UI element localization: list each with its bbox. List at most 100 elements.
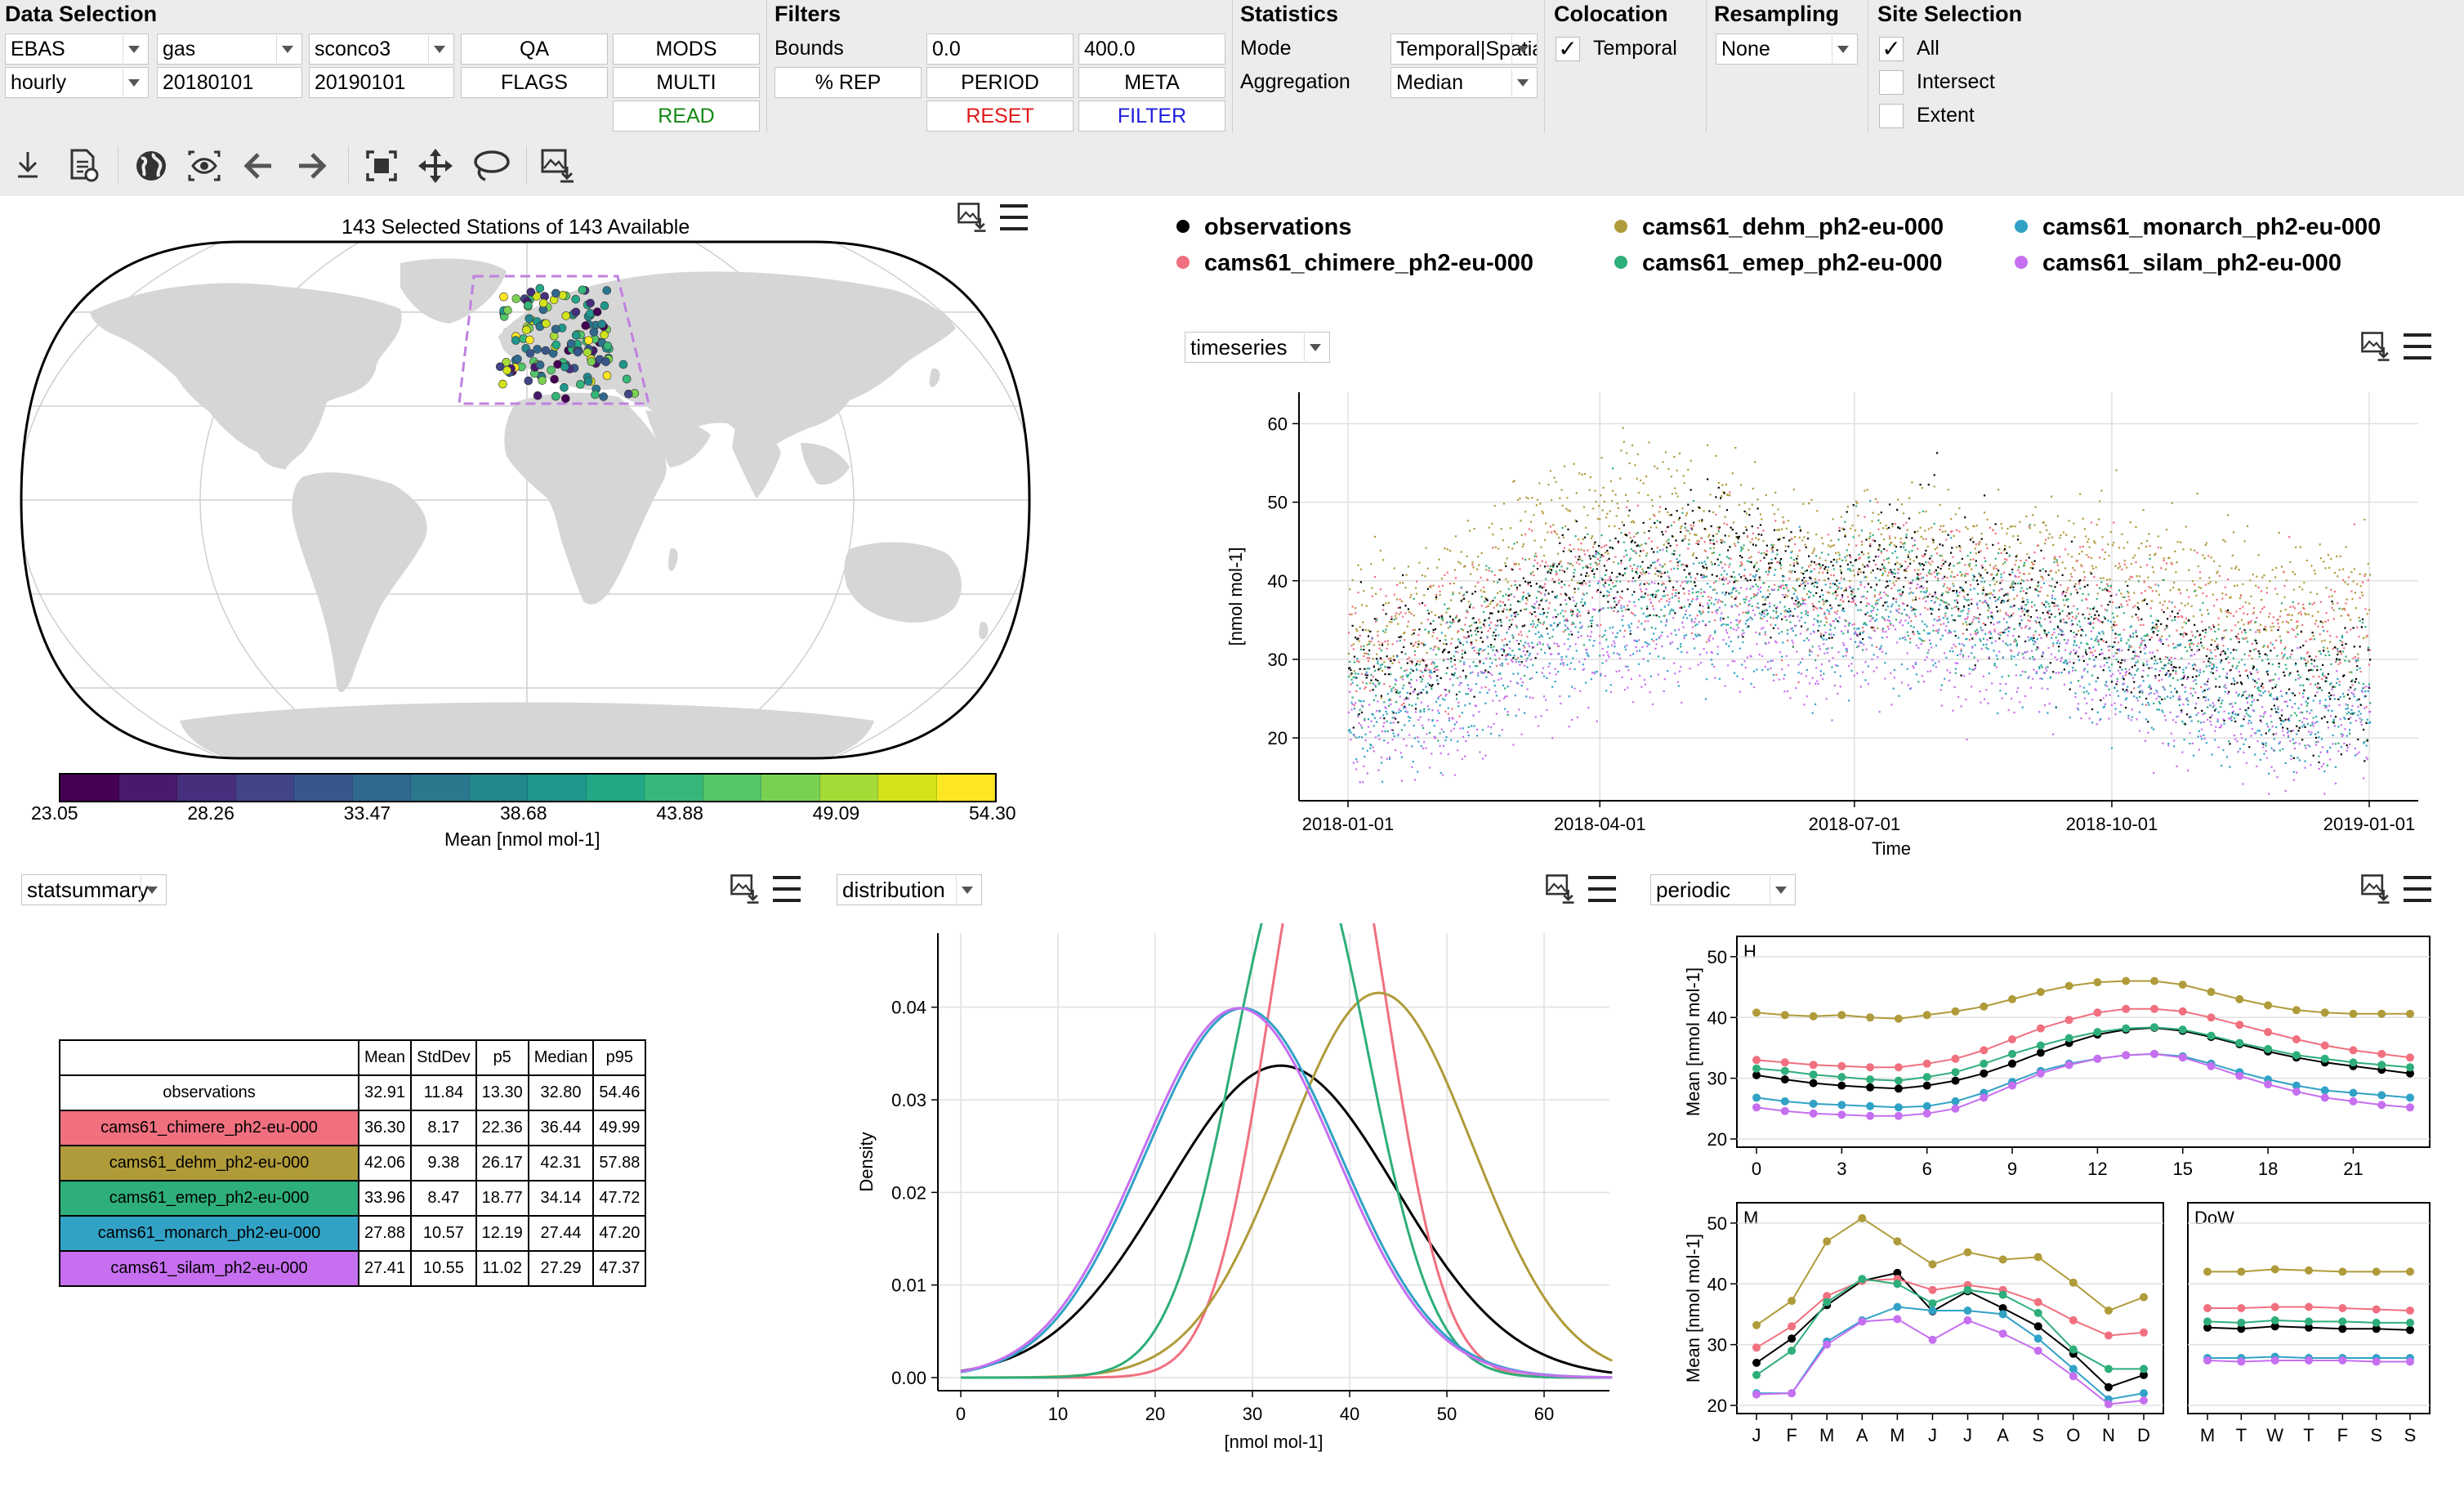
timeseries-point — [2020, 627, 2023, 629]
timeseries-point — [1590, 623, 1593, 625]
download-icon[interactable] — [13, 149, 42, 181]
timeseries-point — [1721, 574, 1723, 576]
timeseries-point — [2190, 631, 2193, 633]
timeseries-point — [1451, 708, 1453, 710]
timeseries-point — [1414, 664, 1417, 667]
timeseries-point — [2260, 685, 2263, 687]
legend-item[interactable]: cams61_chimere_ph2-eu-000 — [1176, 250, 1533, 277]
multi-button[interactable]: MULTI — [613, 67, 760, 98]
read-button[interactable]: READ — [613, 101, 760, 132]
legend-item[interactable]: observations — [1176, 214, 1352, 241]
timeseries-point — [1645, 571, 1648, 574]
timeseries-point — [1417, 640, 1420, 643]
timeseries-point — [2234, 720, 2237, 723]
timeseries-point — [2249, 650, 2252, 652]
timeseries-point — [2194, 583, 2196, 586]
filter-button[interactable]: FILTER — [1078, 101, 1225, 132]
lasso-icon[interactable] — [471, 149, 511, 185]
save-figure-icon[interactable] — [2359, 330, 2392, 363]
menu-icon[interactable] — [998, 203, 1029, 232]
start-date-field[interactable]: 20180101 — [157, 67, 302, 98]
species-select[interactable]: sconco3 — [309, 34, 454, 65]
aggregation-select[interactable]: Median — [1390, 67, 1538, 98]
qa-button[interactable]: QA — [461, 34, 608, 65]
all-checkbox[interactable]: ✓ — [1879, 37, 1904, 61]
timeseries-point — [1585, 565, 1587, 568]
timeseries-point — [1922, 510, 1925, 512]
timeseries-point — [1531, 641, 1533, 644]
legend-item[interactable]: cams61_monarch_ph2-eu-000 — [2015, 214, 2381, 241]
timeseries-point — [1791, 550, 1793, 552]
timeseries-point — [1359, 581, 1362, 583]
station-map[interactable] — [16, 239, 1038, 762]
legend-item[interactable]: cams61_emep_ph2-eu-000 — [1614, 250, 1943, 277]
temporal-checkbox[interactable]: ✓ — [1556, 37, 1580, 61]
intersect-checkbox[interactable] — [1879, 70, 1904, 95]
reset-button[interactable]: RESET — [926, 101, 1074, 132]
menu-icon[interactable] — [2402, 332, 2433, 361]
timeseries-point — [2171, 610, 2173, 613]
extent-checkbox[interactable] — [1879, 104, 1904, 128]
timeseries-point — [2154, 626, 2156, 628]
move-icon[interactable] — [417, 147, 454, 185]
timeseries-point — [2208, 627, 2211, 629]
eye-icon[interactable] — [186, 149, 222, 183]
timeseries-point — [1603, 545, 1605, 547]
timeseries-plot-select[interactable]: timeseries — [1185, 332, 1330, 363]
timeseries-point — [2290, 714, 2292, 717]
save-figure-icon[interactable] — [956, 201, 989, 234]
station-marker — [602, 371, 612, 380]
save-figure-icon[interactable] — [539, 147, 577, 185]
bounds-min-field[interactable]: 0.0 — [926, 34, 1074, 65]
network-select[interactable]: EBAS — [5, 34, 149, 65]
period-button[interactable]: PERIOD — [926, 67, 1074, 98]
mode-select[interactable]: Temporal|Spatial — [1390, 34, 1538, 65]
timeseries-point — [2279, 719, 2282, 721]
rep-button[interactable]: % REP — [774, 67, 922, 98]
timeseries-point — [1971, 602, 1973, 605]
timeseries-point — [1879, 591, 1881, 594]
bounds-max-field[interactable]: 400.0 — [1078, 34, 1225, 65]
timeseries-point — [1792, 587, 1794, 589]
timeseries-point — [1403, 702, 1405, 704]
matrix-select[interactable]: gas — [157, 34, 302, 65]
timeseries-point — [1493, 680, 1495, 682]
arrow-left-icon[interactable] — [242, 150, 275, 181]
timeseries-point — [1524, 712, 1526, 714]
timeseries-point — [1514, 564, 1516, 566]
timeseries-point — [2012, 586, 2015, 588]
timeseries-point — [2106, 589, 2109, 592]
meta-button[interactable]: META — [1078, 67, 1225, 98]
timeseries-point — [2140, 565, 2142, 568]
timeseries-point — [2303, 689, 2306, 692]
timeseries-point — [1352, 648, 1355, 650]
timeseries-point — [1819, 566, 1822, 569]
timeseries-point — [2178, 699, 2181, 701]
resolution-select[interactable]: hourly — [5, 67, 149, 98]
timeseries-point — [2096, 524, 2098, 526]
station-marker — [541, 346, 551, 355]
flags-button[interactable]: FLAGS — [461, 67, 608, 98]
timeseries-point — [1373, 699, 1375, 701]
timeseries-point — [1353, 704, 1355, 707]
timeseries-point — [2275, 639, 2278, 641]
timeseries-point — [1920, 535, 1922, 538]
config-file-icon[interactable] — [67, 147, 100, 183]
timeseries-point — [2352, 627, 2355, 629]
timeseries-point — [1917, 530, 1919, 533]
zoom-box-icon[interactable] — [364, 149, 399, 183]
resampling-select[interactable]: None — [1716, 34, 1858, 65]
legend-item[interactable]: cams61_silam_ph2-eu-000 — [2015, 250, 2341, 277]
legend-item[interactable]: cams61_dehm_ph2-eu-000 — [1614, 214, 1944, 241]
timeseries-point — [1399, 582, 1401, 584]
end-date-field[interactable]: 20190101 — [309, 67, 454, 98]
timeseries-point — [2011, 582, 2014, 584]
timeseries-point — [1827, 553, 1830, 556]
globe-icon[interactable] — [134, 149, 168, 183]
colorbar-tick-label: 33.47 — [343, 802, 391, 824]
mods-button[interactable]: MODS — [613, 34, 760, 65]
timeseries-point — [2318, 650, 2320, 652]
arrow-right-icon[interactable] — [296, 150, 328, 181]
timeseries-point — [1891, 552, 1894, 554]
